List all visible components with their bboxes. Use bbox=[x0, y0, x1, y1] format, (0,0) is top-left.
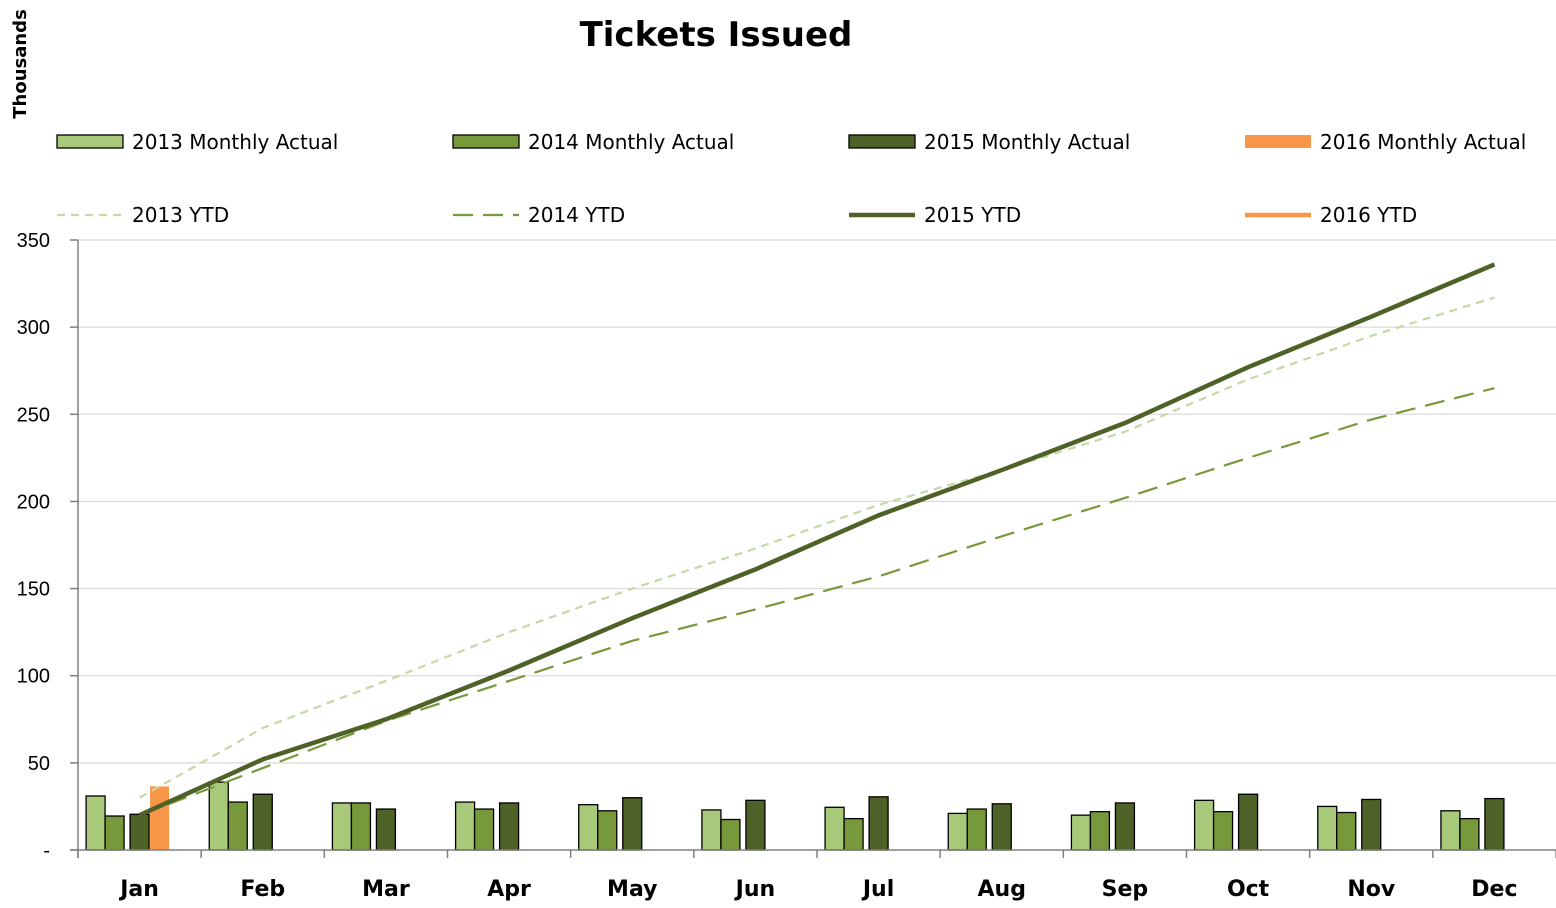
x-tick-label: Jul bbox=[861, 877, 894, 902]
bar bbox=[868, 796, 889, 851]
bar bbox=[1237, 793, 1259, 851]
bar bbox=[1484, 797, 1505, 851]
x-tick-label: Apr bbox=[487, 877, 531, 902]
legend-label: 2014 YTD bbox=[528, 203, 625, 227]
legend-swatch bbox=[848, 134, 916, 149]
x-tick-label: Jun bbox=[734, 877, 776, 902]
axes: Jan Feb Mar Apr May Jun Jul Aug Sep Oct Nov Dec bbox=[70, 239, 1556, 902]
bar bbox=[85, 795, 106, 851]
legend-label: 2013 Monthly Actual bbox=[132, 130, 338, 154]
bar bbox=[252, 793, 273, 851]
bar bbox=[104, 815, 125, 851]
y-unit-label: Thousands bbox=[10, 9, 31, 119]
y-tick-label: 50 bbox=[28, 753, 50, 775]
legend: 2013 Monthly Actual 2014 Monthly Actual 20… bbox=[56, 130, 1526, 227]
legend-label: 2014 Monthly Actual bbox=[528, 130, 734, 154]
bar bbox=[701, 809, 722, 851]
x-tick-label: Mar bbox=[362, 877, 410, 902]
x-tick-label: Aug bbox=[978, 877, 1026, 902]
bar bbox=[350, 802, 372, 851]
legend-label: 2015 YTD bbox=[924, 203, 1021, 227]
series-line bbox=[139, 296, 1495, 799]
bar bbox=[1212, 811, 1234, 851]
bar bbox=[843, 817, 864, 851]
x-tick-label: Feb bbox=[240, 877, 285, 902]
y-tick-label: 200 bbox=[17, 491, 50, 513]
line-series-group bbox=[138, 262, 1496, 818]
bar bbox=[1070, 814, 1092, 851]
x-tick-label: Oct bbox=[1227, 877, 1270, 902]
y-tick-label: 300 bbox=[17, 317, 50, 339]
bar bbox=[1317, 805, 1338, 851]
x-tick-label: Nov bbox=[1347, 877, 1396, 902]
bar bbox=[129, 813, 150, 851]
bar bbox=[1336, 811, 1357, 851]
y-tick-label: 250 bbox=[17, 404, 50, 426]
bar bbox=[597, 810, 618, 851]
y-tick-label: 100 bbox=[17, 666, 50, 688]
bar bbox=[1459, 817, 1480, 851]
y-tick-label: 150 bbox=[17, 579, 50, 601]
legend-swatch bbox=[1245, 135, 1311, 148]
bar bbox=[227, 801, 248, 851]
bar bbox=[947, 812, 968, 851]
bar bbox=[454, 801, 476, 851]
y-tick-label: 350 bbox=[17, 230, 50, 252]
bar bbox=[745, 799, 766, 851]
bar bbox=[1440, 810, 1461, 851]
series-line bbox=[139, 387, 1495, 817]
bar bbox=[208, 781, 229, 851]
bar bbox=[1089, 811, 1111, 851]
bar bbox=[150, 786, 170, 850]
y-tick-label: - bbox=[43, 840, 50, 862]
bar bbox=[824, 806, 845, 851]
x-tick-label: Sep bbox=[1102, 877, 1149, 902]
x-tick-label: May bbox=[607, 877, 657, 902]
bar bbox=[720, 818, 741, 851]
bar bbox=[1193, 799, 1215, 851]
bar bbox=[966, 808, 987, 851]
series-line bbox=[138, 262, 1496, 818]
gridlines: - 50 100 150 200 250 300 350 bbox=[17, 230, 1556, 862]
bar bbox=[622, 797, 643, 851]
bar bbox=[331, 802, 353, 851]
x-tick-label: Jan bbox=[118, 877, 159, 902]
bar bbox=[473, 808, 495, 851]
bar bbox=[1361, 798, 1382, 851]
bar bbox=[1114, 802, 1136, 851]
bar-series-group bbox=[85, 781, 1505, 851]
bar bbox=[991, 803, 1012, 851]
bar bbox=[578, 804, 599, 851]
legend-label: 2015 Monthly Actual bbox=[924, 130, 1130, 154]
legend-label: 2016 YTD bbox=[1320, 203, 1417, 227]
bar bbox=[498, 802, 520, 851]
legend-label: 2013 YTD bbox=[132, 203, 229, 227]
bar bbox=[375, 808, 397, 851]
legend-swatch bbox=[56, 134, 124, 149]
chart-title: Tickets Issued bbox=[580, 15, 853, 55]
x-tick-label: Dec bbox=[1471, 877, 1517, 902]
legend-label: 2016 Monthly Actual bbox=[1320, 130, 1526, 154]
legend-swatch bbox=[452, 134, 520, 149]
